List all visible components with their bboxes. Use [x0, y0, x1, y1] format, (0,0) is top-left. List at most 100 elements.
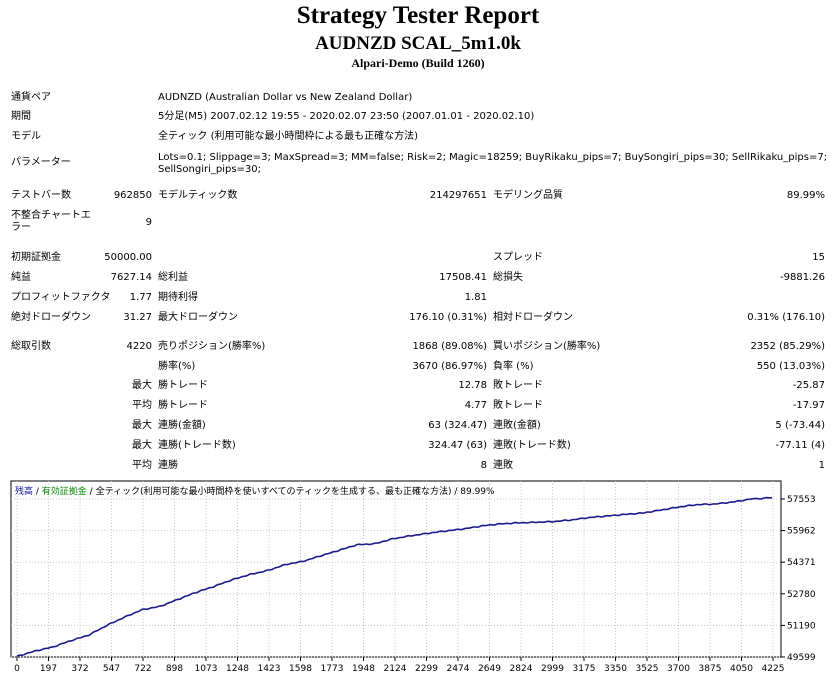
x-tick-label: 3175: [573, 664, 596, 674]
avg-consec-label: 平均: [132, 460, 152, 471]
avg-consec-win-label: 連勝: [158, 460, 178, 471]
avg-consec-loss-value: 1: [818, 460, 825, 471]
largest-win-value: 12.78: [458, 380, 487, 391]
plot-area: [10, 480, 782, 658]
spread-label: スプレッド: [493, 252, 543, 263]
x-tick-label: 3875: [699, 664, 722, 674]
average-label: 平均: [132, 400, 152, 411]
reldd-value: 0.31% (176.10): [747, 312, 825, 323]
legend-separator: /: [86, 487, 96, 497]
x-tick-label: 1073: [195, 664, 218, 674]
avg-loss-label: 敗トレード: [493, 400, 543, 411]
long-value: 2352 (85.29%): [750, 341, 825, 352]
expected-value: 1.81: [464, 292, 487, 303]
consec-loss-value: 5 (-73.44): [775, 420, 825, 431]
legend-equity: 有効証拠金: [41, 487, 87, 497]
model-label: モデル: [11, 131, 41, 142]
x-tick-label: 547: [103, 664, 120, 674]
consec-lossamt-value: -77.11 (4): [775, 440, 825, 451]
reldd-label: 相対ドローダウン: [493, 312, 573, 323]
consec-loss-label: 連敗(金額): [493, 420, 541, 431]
bars-value: 962850: [113, 190, 152, 201]
y-tick-label: 54371: [787, 558, 816, 568]
x-tick-label: 898: [166, 664, 183, 674]
largest-win-label: 勝トレード: [158, 380, 208, 391]
x-tick-label: 2824: [510, 664, 533, 674]
ticks-label: モデルティック数: [158, 190, 238, 201]
x-tick-label: 2649: [478, 664, 501, 674]
consec-win-label: 連勝(金額): [158, 420, 206, 431]
legend-model-info: 全ティック(利用可能な最小時間枠を使いすべてのティックを生成する、最も正確な方法…: [95, 487, 495, 497]
grossloss-label: 総損失: [493, 272, 523, 283]
pf-label: プロフィットファクタ: [11, 292, 111, 303]
balance-chart: 0 197 372 547 722 898 1073 1248 1423 1598 1773 1948…: [10, 480, 816, 674]
x-tick-label: 1773: [321, 664, 344, 674]
absdd-value: 31.27: [123, 312, 152, 323]
y-tick-label: 51190: [787, 621, 816, 631]
balance-series-line: [16, 496, 773, 657]
netprofit-value: 7627.14: [110, 272, 152, 283]
report-title: Strategy Tester Report: [296, 2, 540, 29]
legend-balance: 残高: [15, 487, 34, 497]
consec-win-value: 63 (324.47): [428, 420, 487, 431]
report-subtitle: AUDNZD SCAL_5m1.0k: [315, 33, 521, 54]
bars-label: テストバー数: [11, 190, 71, 201]
trades-value: 4220: [126, 341, 152, 352]
netprofit-label: 純益: [11, 272, 31, 283]
period-value: 5分足(M5) 2007.02.12 19:55 - 2020.02.07 23…: [158, 111, 535, 122]
avg-consec-loss-label: 連敗: [493, 460, 513, 471]
x-tick-label: 197: [40, 664, 57, 674]
avg-win-value: 4.77: [464, 400, 487, 411]
avg-consec-win-value: 8: [480, 460, 487, 471]
params-label: パラメーター: [11, 157, 71, 168]
x-tick-label: 2124: [384, 664, 407, 674]
avg-win-label: 勝トレード: [158, 400, 208, 411]
params-value: Lots=0.1; Slippage=3; MaxSpread=3; MM=fa…: [158, 152, 828, 175]
trades-label: 総取引数: [11, 341, 51, 352]
x-tick-label: 1423: [258, 664, 281, 674]
x-tick-label: 722: [134, 664, 151, 674]
x-tick-label: 2999: [541, 664, 564, 674]
deposit-label: 初期証拠金: [11, 252, 61, 263]
pf-value: 1.77: [129, 292, 152, 303]
max-consec-label: 最大: [132, 420, 152, 431]
x-tick-label: 0: [14, 664, 20, 674]
quality-value: 89.99%: [786, 190, 825, 201]
x-tick-label: 1598: [289, 664, 312, 674]
max-consec-amount-label: 最大: [132, 440, 152, 451]
consec-lossamt-label: 連敗(トレード数): [493, 440, 571, 451]
long-label: 買いポジション(勝率%): [493, 341, 601, 352]
x-tick-label: 4050: [730, 664, 753, 674]
mismatch-label: 不整合チャートエラー: [11, 210, 91, 233]
y-tick-label: 55962: [787, 527, 816, 537]
ticks-value: 214297651: [429, 190, 487, 201]
maxdd-label: 最大ドローダウン: [158, 312, 238, 323]
grossprofit-label: 総利益: [158, 272, 188, 283]
consec-profit-label: 連勝(トレード数): [158, 440, 236, 451]
x-tick-label: 4225: [762, 664, 785, 674]
maxdd-value: 176.10 (0.31%): [409, 312, 487, 323]
x-tick-label: 3350: [604, 664, 627, 674]
grossloss-value: -9881.26: [780, 272, 825, 283]
x-tick-label: 3700: [667, 664, 690, 674]
losspct-label: 負率 (%): [493, 361, 534, 372]
x-tick-label: 1248: [226, 664, 249, 674]
period-label: 期間: [11, 111, 31, 122]
short-value: 1868 (89.08%): [412, 341, 487, 352]
chart-legend: 残高 / 有効証拠金 / 全ティック(利用可能な最小時間枠を使いすべてのティック…: [15, 484, 495, 497]
y-tick-label: 57553: [787, 495, 816, 505]
x-tick-label: 3525: [636, 664, 659, 674]
consec-profit-value: 324.47 (63): [428, 440, 487, 451]
server-name: Alpari-Demo (Build 1260): [351, 56, 485, 70]
model-value: 全ティック (利用可能な最小時間枠による最も正確な方法): [158, 131, 419, 142]
largest-loss-value: -25.87: [792, 380, 825, 391]
y-tick-label: 52780: [787, 590, 816, 600]
winpct-value: 3670 (86.97%): [412, 361, 487, 372]
legend-separator: /: [33, 487, 42, 497]
largest-loss-label: 敗トレード: [493, 380, 543, 391]
x-tick-label: 1948: [352, 664, 375, 674]
losspct-value: 550 (13.03%): [756, 361, 825, 372]
winpct-label: 勝率(%): [158, 361, 196, 372]
x-tick-label: 2299: [415, 664, 438, 674]
quality-label: モデリング品質: [493, 190, 563, 201]
